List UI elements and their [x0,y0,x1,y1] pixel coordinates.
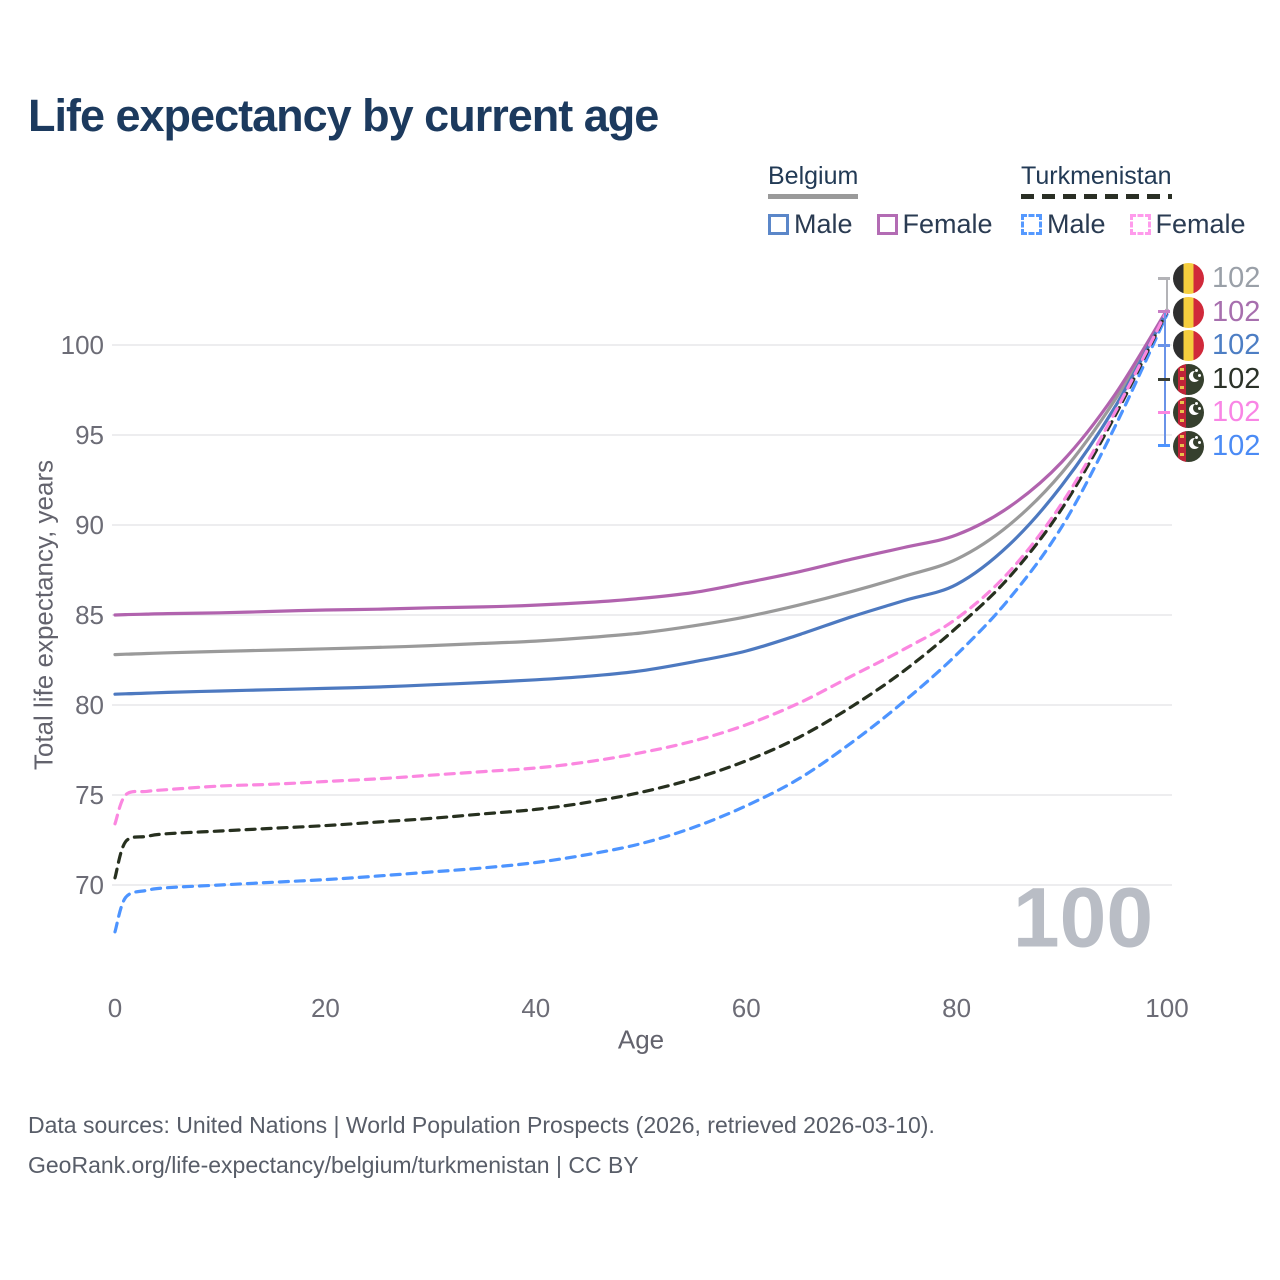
page-title: Life expectancy by current age [28,90,659,141]
legend-group-turkmenistan: Turkmenistan Male Female [1021,162,1246,240]
belgium-line-style-sample [768,194,859,199]
belgium-female-swatch[interactable] [876,214,898,235]
end-value: 102 [1212,429,1261,462]
belgium-male-label[interactable]: Male [794,209,853,239]
legend-belgium-label: Belgium [768,162,859,190]
turkmenistan-male-swatch[interactable] [1021,214,1042,235]
turkmenistan-female-label[interactable]: Female [1155,209,1246,239]
leader-tick [1158,411,1170,414]
y-tick-label: 75 [75,780,104,810]
legend-turkmenistan-label: Turkmenistan [1021,162,1172,190]
turkmenistan-male-label[interactable]: Male [1047,209,1106,239]
y-tick-label: 90 [75,510,104,540]
leader-line [1166,278,1168,312]
end-label-belgium-total: 102 [1173,262,1260,294]
age-watermark: 100 [1012,870,1154,965]
leader-tick [1158,444,1170,447]
legend-group-belgium: Belgium Male Female [768,162,993,240]
y-tick-label: 80 [75,690,104,720]
x-tick-label: 100 [1145,993,1188,1023]
belgium-female-label[interactable]: Female [902,209,993,239]
turkmenistan-flag-icon [1173,363,1204,395]
legend-belgium-title[interactable]: Belgium [768,162,859,199]
x-tick-label: 60 [732,993,761,1023]
x-tick-label: 0 [108,993,122,1023]
series-turkmenistan-male [113,312,1169,934]
x-tick-label: 80 [942,993,971,1023]
end-label-turkmenistan-male: 102 [1173,430,1260,462]
series-belgium-female [113,308,1169,617]
y-tick-label: 95 [75,420,104,450]
turkmenistan-flag-icon [1173,430,1204,462]
legend-turkmenistan-title[interactable]: Turkmenistan [1021,162,1172,199]
footer: Data sources: United Nations | World Pop… [28,1105,935,1185]
y-tick-label: 100 [61,330,104,360]
end-value: 102 [1212,395,1261,428]
series-belgium-male [113,310,1169,696]
belgium-flag-icon [1173,262,1204,294]
leader-tick [1158,378,1170,381]
end-value: 102 [1212,328,1261,361]
series-turkmenistan-female [113,309,1169,826]
turkmenistan-line-style-sample [1021,194,1172,199]
x-tick-label: 40 [521,993,550,1023]
leader-tick [1158,310,1170,313]
belgium-flag-icon [1173,329,1204,361]
turkmenistan-flag-icon [1173,396,1204,428]
end-label-belgium-female: 102 [1173,296,1260,328]
end-value: 102 [1212,261,1261,294]
data-sources-line: Data sources: United Nations | World Pop… [28,1112,935,1138]
end-label-turkmenistan-female: 102 [1173,396,1260,428]
turkmenistan-female-swatch[interactable] [1129,214,1151,235]
end-label-belgium-male: 102 [1173,329,1260,361]
end-value: 102 [1212,362,1261,395]
series-belgium-total [113,309,1169,657]
y-tick-label: 70 [75,870,104,900]
leader-tick [1158,344,1170,347]
leader-tick [1158,277,1170,280]
x-tick-label: 20 [311,993,340,1023]
belgium-flag-icon [1173,296,1204,328]
x-axis-title: Age [617,1024,665,1055]
y-axis-title: Total life expectancy, years [28,459,59,771]
end-label-turkmenistan-total: 102 [1173,363,1260,395]
series-turkmenistan-total [113,310,1169,880]
belgium-male-swatch[interactable] [768,214,789,235]
attribution-line: GeoRank.org/life-expectancy/belgium/turk… [28,1152,639,1178]
y-tick-label: 85 [75,600,104,630]
end-value: 102 [1212,295,1261,328]
